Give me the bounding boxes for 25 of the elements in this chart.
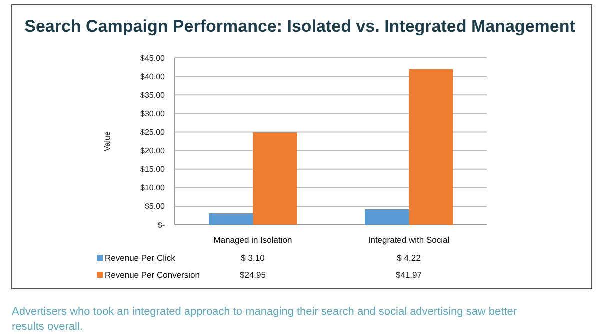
- bar: [409, 69, 453, 225]
- data-label: $ 3.10: [241, 253, 266, 263]
- bar: [253, 132, 297, 225]
- bar: [365, 209, 409, 225]
- x-tick-label: Managed in Isolation: [214, 235, 292, 245]
- y-tick-label: $20.00: [140, 146, 166, 156]
- y-tick-label: $15.00: [140, 165, 166, 174]
- legend-label: Revenue Per Conversion: [105, 270, 200, 280]
- y-tick-label: $25.00: [140, 128, 166, 138]
- bar: [209, 213, 253, 225]
- y-tick-label: $40.00: [140, 72, 166, 82]
- y-tick-label: $45.00: [140, 54, 166, 63]
- data-label: $ 4.22: [397, 253, 422, 263]
- text: Advertisers who took an integrated approach to managing their search and social advertising saw better results overall.: [12, 306, 518, 333]
- x-tick-label: Integrated with Social: [368, 235, 450, 245]
- y-tick-label: $35.00: [140, 90, 166, 100]
- y-tick-label: $5.00: [144, 202, 166, 212]
- chart-title: Search Campaign Performance: Isolated vs. Integrated Management: [24, 17, 576, 36]
- y-tick-label: $-: [158, 220, 166, 230]
- y-tick-label: $10.00: [140, 184, 166, 193]
- y-axis-title: Value: [103, 131, 112, 152]
- data-label: $24.95: [240, 270, 266, 280]
- y-tick-label: $30.00: [140, 109, 166, 118]
- legend-label: Revenue Per Click: [105, 253, 176, 263]
- data-label: $41.97: [396, 270, 422, 280]
